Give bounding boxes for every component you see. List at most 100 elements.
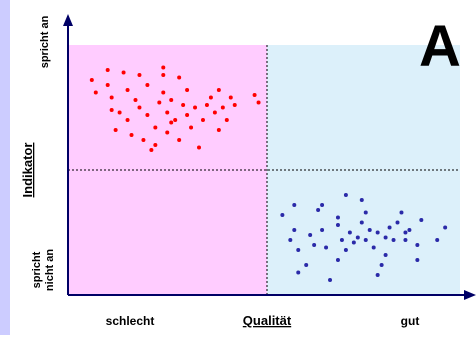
point xyxy=(125,118,130,122)
point xyxy=(129,133,134,137)
point xyxy=(312,243,317,247)
x-category: gut xyxy=(401,314,420,328)
point xyxy=(256,100,261,105)
y-category: nicht an xyxy=(44,249,56,291)
point xyxy=(387,225,392,230)
point xyxy=(391,238,396,242)
point xyxy=(335,258,340,262)
y-label: Indikator xyxy=(20,143,35,198)
point xyxy=(435,238,440,242)
point xyxy=(355,235,360,240)
point xyxy=(407,228,412,232)
point xyxy=(288,238,293,242)
point xyxy=(113,128,118,132)
point xyxy=(228,95,233,100)
point xyxy=(296,248,301,252)
point xyxy=(161,65,166,70)
point xyxy=(173,118,178,122)
point xyxy=(216,128,221,132)
x-label: Qualität xyxy=(243,313,292,328)
point xyxy=(335,223,340,227)
point xyxy=(363,238,368,242)
point xyxy=(145,83,150,87)
point xyxy=(320,228,325,232)
point xyxy=(343,248,348,252)
point xyxy=(280,213,285,217)
point xyxy=(93,90,98,95)
point xyxy=(367,228,372,232)
point xyxy=(169,98,174,102)
point xyxy=(137,73,142,77)
point xyxy=(395,220,400,225)
point xyxy=(371,245,376,250)
point xyxy=(165,130,170,135)
side-strip xyxy=(0,0,10,335)
point xyxy=(403,238,408,242)
point xyxy=(339,238,344,242)
point xyxy=(165,110,170,115)
point xyxy=(375,230,380,235)
point xyxy=(347,230,352,235)
point xyxy=(399,210,404,215)
point xyxy=(105,83,110,87)
point xyxy=(220,105,225,110)
point xyxy=(328,278,333,282)
point xyxy=(89,78,94,82)
point xyxy=(157,100,162,105)
point xyxy=(125,88,130,92)
point xyxy=(161,73,166,77)
point xyxy=(212,110,217,115)
point xyxy=(419,218,424,222)
point xyxy=(189,125,194,130)
point xyxy=(335,215,340,220)
point xyxy=(208,95,213,100)
point xyxy=(153,143,158,147)
point xyxy=(197,145,202,150)
point xyxy=(316,208,321,212)
annotation: A xyxy=(419,14,461,79)
point xyxy=(177,75,182,80)
point xyxy=(200,118,205,122)
point xyxy=(379,263,384,267)
point xyxy=(161,90,166,95)
point xyxy=(145,113,150,117)
point xyxy=(343,193,348,197)
point xyxy=(375,273,380,277)
point xyxy=(415,243,420,247)
y-category: spricht an xyxy=(39,15,51,68)
point xyxy=(185,88,190,92)
point xyxy=(292,228,297,232)
y-arrow xyxy=(63,14,73,26)
point xyxy=(383,253,388,257)
point xyxy=(169,120,174,125)
point xyxy=(415,258,420,262)
point xyxy=(153,125,158,130)
point xyxy=(149,148,154,152)
point xyxy=(117,110,122,115)
point xyxy=(383,235,388,240)
point xyxy=(363,210,368,215)
point xyxy=(121,70,126,75)
point xyxy=(324,245,329,250)
point xyxy=(304,263,309,267)
point xyxy=(252,93,257,97)
point xyxy=(181,103,186,107)
point xyxy=(443,225,448,230)
x-arrow xyxy=(464,290,476,300)
point xyxy=(109,95,114,100)
point xyxy=(216,88,221,92)
point xyxy=(320,203,325,207)
point xyxy=(224,118,229,122)
quadrant-good xyxy=(267,45,460,295)
point xyxy=(137,105,142,110)
point xyxy=(141,138,146,142)
point xyxy=(292,203,297,207)
point xyxy=(177,138,182,142)
point xyxy=(204,103,209,107)
point xyxy=(133,98,138,102)
point xyxy=(105,68,110,72)
point xyxy=(193,105,198,110)
point xyxy=(351,240,356,245)
y-category: spricht xyxy=(31,251,43,288)
point xyxy=(403,230,408,235)
